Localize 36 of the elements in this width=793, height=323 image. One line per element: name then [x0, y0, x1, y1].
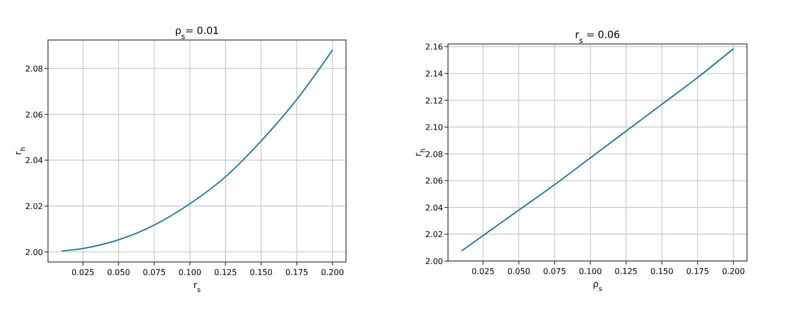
x-tick-label: 0.075: [543, 267, 566, 276]
y-tick-label: 2.10: [425, 123, 443, 132]
chart-title: ρ$_{s}$= 0.01: [174, 26, 220, 40]
x-tick-label: 0.100: [178, 268, 202, 277]
y-tick-label: 2.08: [25, 64, 43, 74]
y-tick-label: 2.02: [425, 230, 443, 240]
x-tick-label: 0.025: [71, 268, 94, 277]
x-tick-label: 0.125: [614, 267, 638, 276]
x-tick-label: 0.100: [578, 267, 602, 276]
x-tick-label: 0.200: [321, 268, 344, 277]
y-tick-label: 2.06: [425, 176, 443, 186]
x-tick-label: 0.050: [107, 268, 130, 277]
x-axis-title: r$_{s}$: [193, 281, 202, 294]
y-tick-label: 2.00: [25, 248, 43, 257]
x-tick-label: 0.025: [472, 267, 495, 276]
y-tick-label: 2.14: [425, 69, 443, 78]
x-tick-label: 0.050: [507, 267, 530, 276]
x-tick-label: 0.150: [250, 268, 273, 277]
line-series: [60, 49, 334, 252]
y-tick-label: 2.08: [425, 150, 443, 159]
y-tick-label: 2.16: [425, 42, 443, 52]
y-tick-label: 2.00: [425, 257, 443, 266]
y-tick-label: 2.12: [425, 96, 443, 106]
y-tick-label: 2.04: [425, 203, 443, 212]
line-series: [460, 48, 734, 252]
x-tick-label: 0.150: [650, 267, 674, 276]
y-tick-label: 2.04: [25, 156, 43, 166]
x-tick-label: 0.175: [285, 268, 308, 277]
x-tick-label: 0.125: [214, 268, 237, 277]
y-tick-label: 2.06: [25, 110, 43, 120]
y-tick-label: 2.02: [25, 202, 43, 212]
x-axis-title: ρ$_{s}$: [592, 280, 603, 293]
x-tick-label: 0.075: [142, 268, 166, 277]
x-tick-label: 0.200: [722, 267, 745, 276]
chart-title: r$_{s}$ = 0.06: [574, 30, 620, 44]
x-tick-label: 0.175: [686, 267, 710, 276]
